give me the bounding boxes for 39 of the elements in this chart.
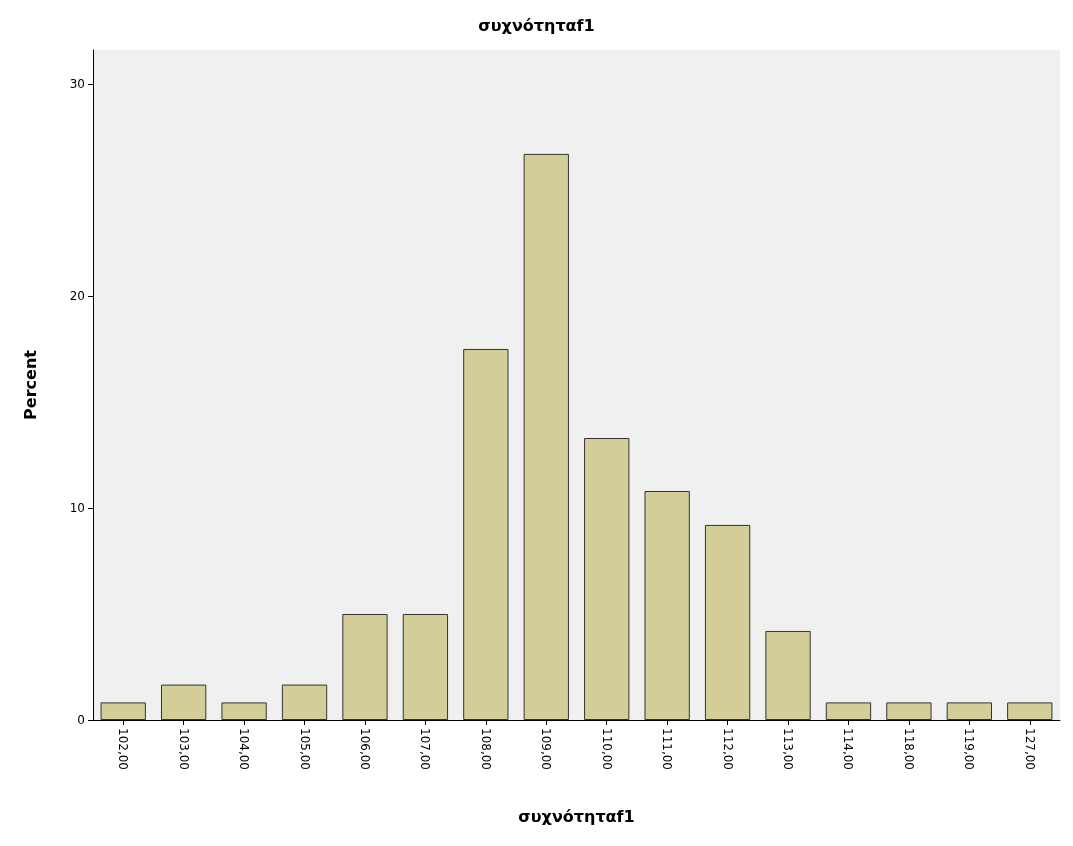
y-tick-label: 20 — [69, 288, 85, 303]
x-tick-label: 111,00 — [660, 728, 675, 770]
x-axis-title: συχνότηταf1 — [518, 806, 635, 826]
bar — [463, 348, 509, 720]
chart-title: συχνότηταf1 — [478, 15, 595, 35]
y-axis-title: Percent — [20, 349, 40, 420]
x-tick-label: 113,00 — [781, 728, 796, 770]
bar — [281, 684, 328, 720]
x-tick-label: 105,00 — [297, 728, 312, 770]
x-tick-label: 108,00 — [478, 728, 493, 770]
bar — [765, 630, 811, 720]
bar — [644, 491, 690, 720]
y-tick-label: 30 — [69, 76, 85, 91]
bar — [825, 702, 872, 720]
x-tick-label: 112,00 — [720, 728, 735, 770]
x-tick-label: 106,00 — [357, 728, 372, 770]
bar — [160, 684, 207, 720]
bar — [100, 702, 146, 720]
bar — [704, 524, 751, 720]
x-tick-label: 110,00 — [599, 728, 614, 770]
bar — [1007, 702, 1053, 720]
x-tick-label: 104,00 — [237, 728, 252, 770]
y-tick-label: 10 — [69, 500, 85, 515]
x-tick-label: 118,00 — [901, 728, 916, 770]
x-tick-label: 127,00 — [1022, 728, 1037, 770]
bar — [221, 702, 267, 720]
bar — [342, 613, 388, 720]
x-tick-label: 109,00 — [539, 728, 554, 770]
x-tick-label: 102,00 — [116, 728, 131, 770]
bar — [523, 153, 569, 720]
x-tick-label: 119,00 — [962, 728, 977, 770]
bar — [584, 438, 630, 720]
x-tick-label: 103,00 — [176, 728, 191, 770]
bar — [946, 702, 993, 720]
bar — [886, 702, 932, 720]
bar — [402, 613, 449, 720]
x-tick-label: 114,00 — [841, 728, 856, 770]
x-tick-label: 107,00 — [418, 728, 433, 770]
y-tick-label: 0 — [77, 713, 85, 727]
